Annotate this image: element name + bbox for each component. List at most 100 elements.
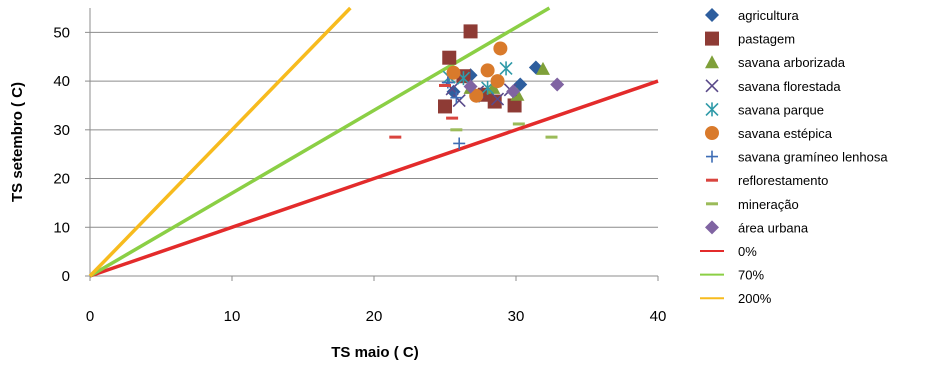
- y-tick-label: 50: [53, 24, 70, 41]
- point-minera-o: [512, 122, 525, 126]
- marker-shape: [469, 88, 484, 103]
- legend-label: savana gramíneo lenhosa: [738, 150, 888, 165]
- point-minera-o: [545, 135, 558, 139]
- legend-marker: [705, 220, 719, 235]
- x-tick-label: 20: [366, 308, 383, 325]
- marker-shape: [438, 99, 452, 114]
- marker-shape: [705, 220, 719, 235]
- point-savana-est-pica: [469, 88, 484, 103]
- point-savana-est-pica: [493, 41, 508, 56]
- point-pastagem: [438, 99, 452, 114]
- marker-shape: [705, 79, 719, 93]
- data-points: [389, 24, 565, 150]
- legend-entry: savana parque: [705, 102, 824, 117]
- point-pastagem: [442, 50, 457, 65]
- x-tick-label: 30: [508, 308, 525, 325]
- legend-label: mineração: [738, 197, 799, 212]
- marker-shape: [490, 74, 505, 89]
- point-reflorestamento: [446, 116, 459, 120]
- marker-shape: [439, 83, 451, 87]
- marker-shape: [450, 91, 463, 104]
- marker-shape: [446, 116, 459, 120]
- y-tick-label: 10: [53, 219, 70, 236]
- marker-shape: [545, 135, 558, 139]
- point-minera-o: [450, 128, 463, 132]
- marker-shape: [389, 135, 402, 139]
- legend-label: savana florestada: [738, 79, 841, 94]
- point-reflorestamento: [389, 135, 402, 139]
- marker-shape: [490, 92, 505, 106]
- legend-label: savana arborizada: [738, 55, 846, 70]
- y-axis-title: TS setembro ( C): [9, 82, 26, 202]
- legend-entry: savana gramíneo lenhosa: [706, 150, 888, 165]
- ref-line-70pct: [89, 6, 551, 278]
- point-savana-parque: [499, 61, 513, 76]
- legend-label: 0%: [738, 244, 757, 259]
- legend-marker: [705, 126, 719, 140]
- point-savana-gram-neo-lenhosa: [450, 91, 463, 104]
- legend-entry: 70%: [700, 268, 764, 283]
- point--rea-urbana: [550, 77, 565, 92]
- point-savana-arborizada: [535, 61, 550, 75]
- marker-shape: [442, 50, 457, 65]
- legend-entry: reflorestamento: [706, 173, 828, 188]
- legend-marker: [706, 202, 718, 206]
- marker-shape: [705, 102, 719, 117]
- x-tick-label: 40: [650, 308, 667, 325]
- marker-shape: [446, 65, 461, 80]
- marker-shape: [550, 77, 565, 92]
- point-savana-est-pica: [480, 63, 495, 78]
- point-reflorestamento: [439, 83, 451, 87]
- legend-label: área urbana: [738, 220, 809, 235]
- x-tick-label: 10: [224, 308, 241, 325]
- marker-shape: [705, 126, 719, 140]
- point-savana-florestada: [490, 92, 505, 106]
- marker-shape: [506, 84, 521, 99]
- tick-labels: 0 10 20 30 40 50 0 10 20 30 40: [53, 24, 666, 325]
- legend-entry: savana estépica: [705, 126, 833, 141]
- reference-lines: [88, 6, 659, 278]
- x-axis-title: TS maio ( C): [331, 344, 419, 361]
- point-pastagem: [507, 98, 522, 113]
- legend-entry: savana arborizada: [705, 55, 846, 70]
- legend-label: reflorestamento: [738, 173, 828, 188]
- gridlines: [90, 31, 658, 228]
- marker-shape: [507, 98, 522, 113]
- marker-shape: [463, 24, 478, 39]
- legend-marker: [705, 79, 719, 93]
- marker-shape: [480, 63, 495, 78]
- point-pastagem: [463, 24, 478, 39]
- legend-label: 200%: [738, 291, 772, 306]
- marker-shape: [463, 79, 478, 94]
- legend-entry: agricultura: [705, 8, 799, 23]
- y-tick-label: 0: [62, 268, 70, 285]
- point-savana-florestada: [452, 94, 466, 108]
- legend-label: savana estépica: [738, 126, 833, 141]
- axes: [85, 8, 659, 281]
- marker-shape: [705, 55, 719, 69]
- marker-shape: [453, 137, 466, 150]
- point-savana-gram-neo-lenhosa: [453, 137, 466, 150]
- legend-label: 70%: [738, 268, 764, 283]
- legend-entry: 0%: [700, 244, 757, 259]
- marker-shape: [706, 178, 718, 182]
- point--rea-urbana: [463, 79, 478, 94]
- legend-label: pastagem: [738, 32, 795, 47]
- legend-entry: savana florestada: [705, 79, 841, 94]
- marker-shape: [535, 61, 550, 75]
- legend-entry: mineração: [706, 197, 799, 212]
- y-tick-label: 40: [53, 73, 70, 90]
- legend-entry: área urbana: [705, 220, 809, 235]
- y-tick-label: 20: [53, 171, 70, 188]
- x-tick-label: 0: [86, 308, 94, 325]
- legend-marker: [706, 150, 718, 163]
- legend-label: savana parque: [738, 102, 824, 117]
- legend-label: agricultura: [738, 8, 799, 23]
- marker-shape: [706, 202, 718, 206]
- legend-marker: [705, 102, 719, 117]
- legend: agricultura pastagem savana arborizada sava…: [700, 8, 888, 306]
- marker-shape: [499, 61, 513, 76]
- point--rea-urbana: [506, 84, 521, 99]
- point-savana-est-pica: [446, 65, 461, 80]
